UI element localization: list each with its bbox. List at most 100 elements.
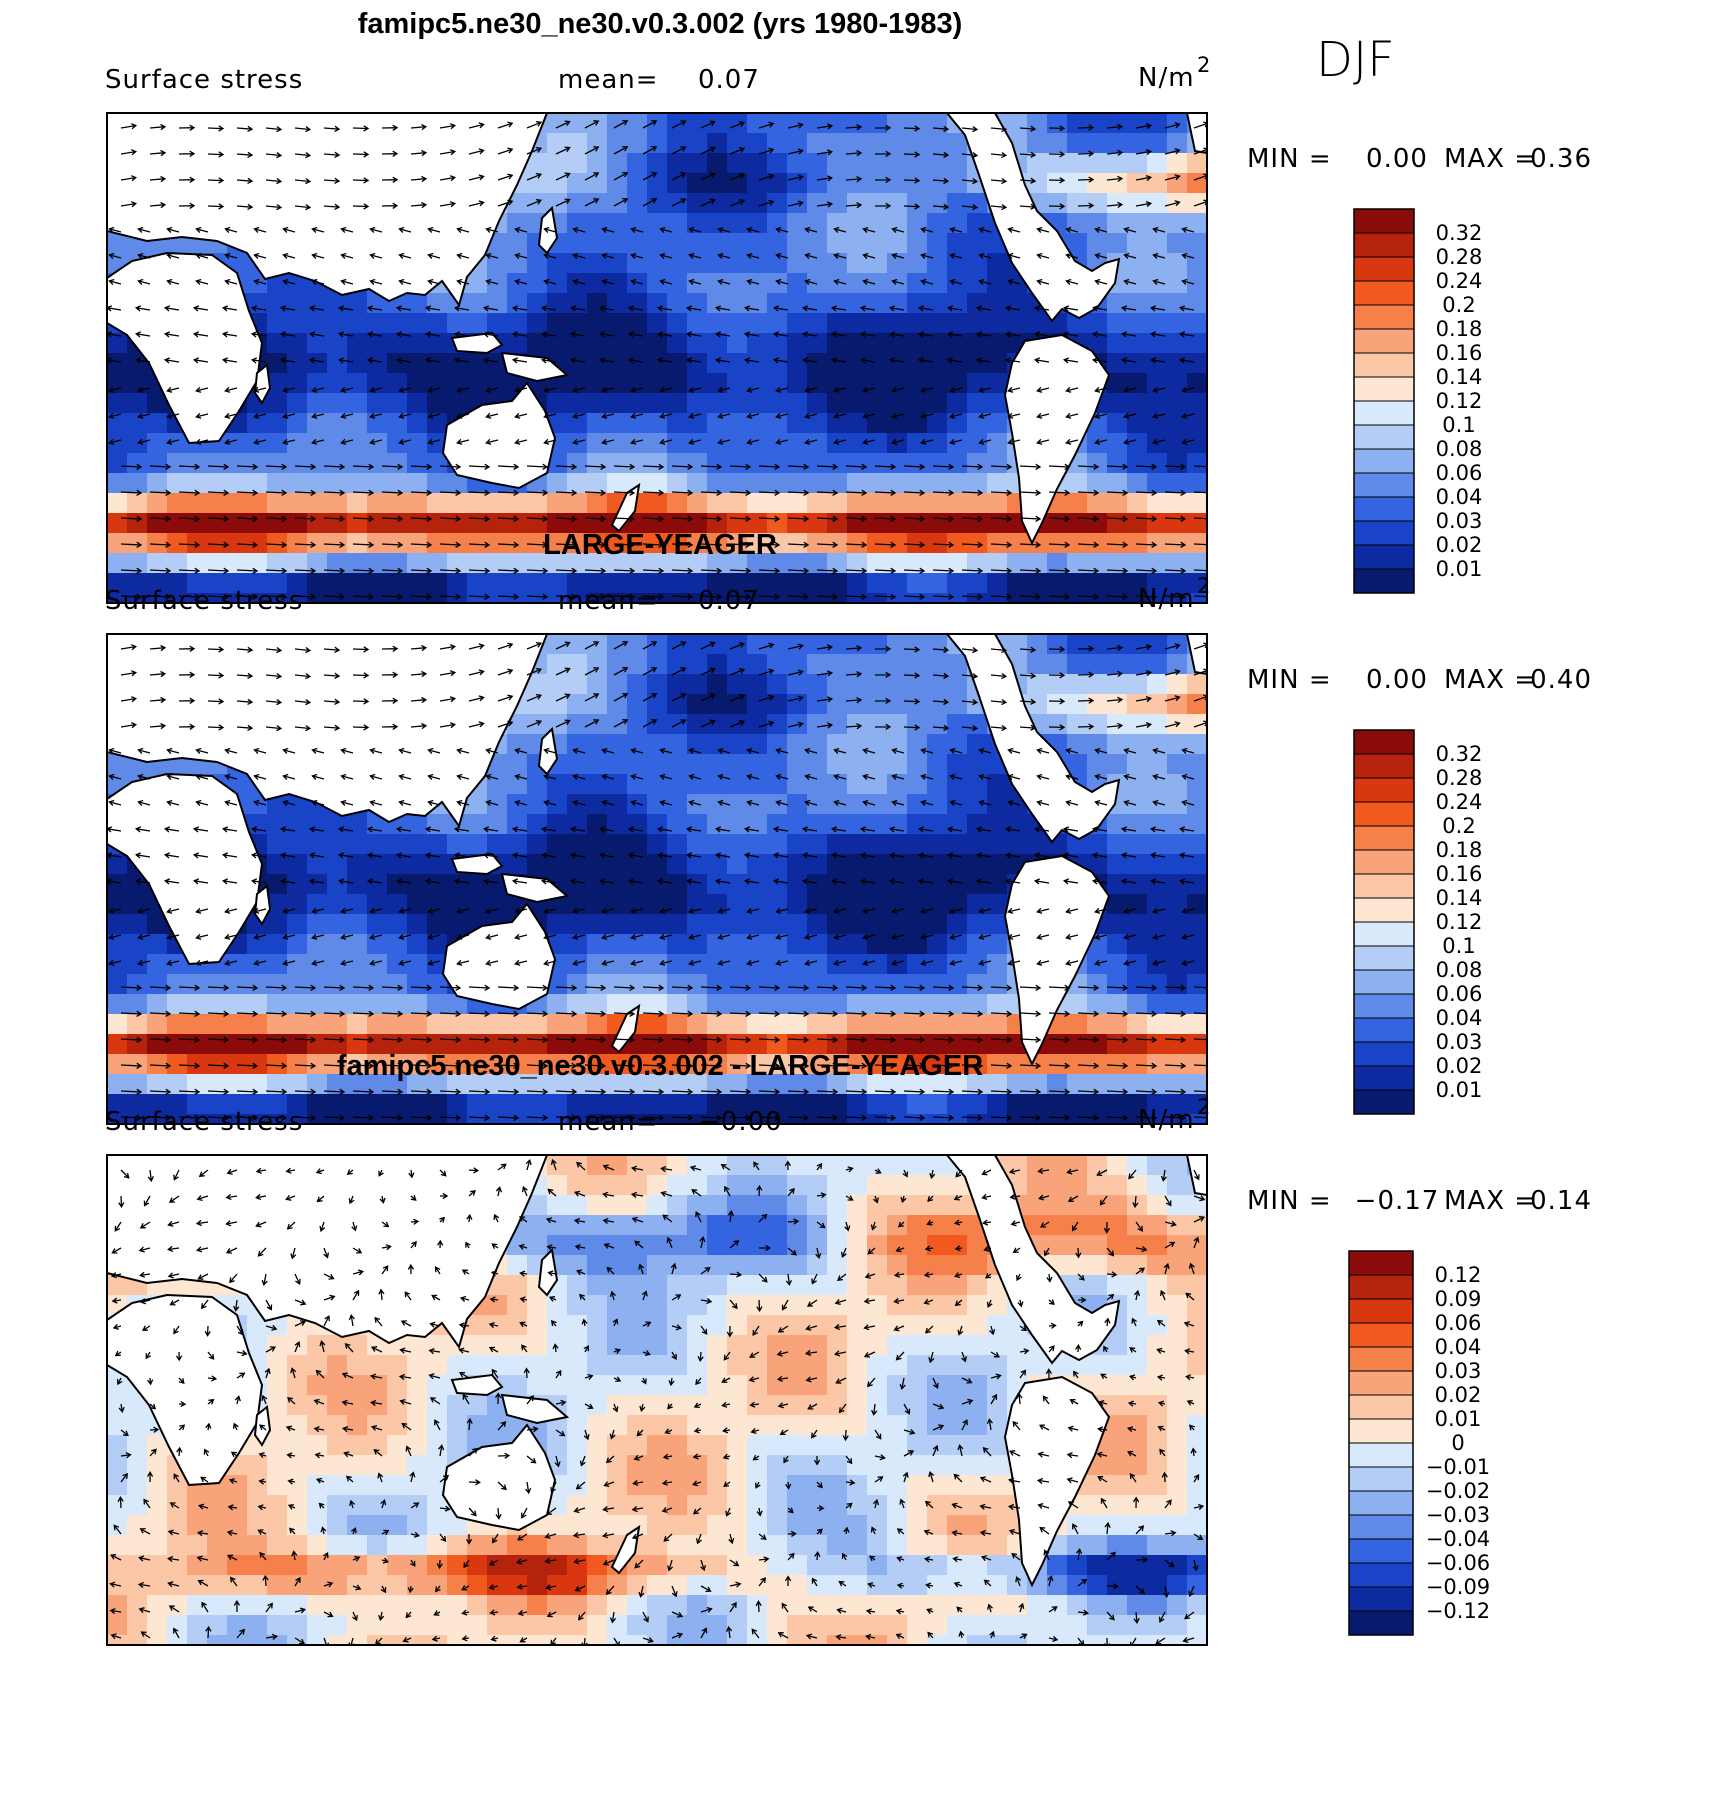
- field-cell: [1127, 634, 1148, 655]
- vector-arrow: [1004, 852, 1021, 859]
- vector-arrow: [134, 826, 151, 833]
- vector-arrow: [195, 747, 209, 754]
- field-cell: [267, 954, 288, 975]
- field-cell: [1107, 113, 1128, 134]
- vector-arrow: [630, 412, 644, 419]
- field-cell: [847, 674, 868, 695]
- field-cell: [627, 1335, 648, 1356]
- field-cell: [547, 914, 568, 935]
- vector-arrow: [601, 278, 615, 285]
- field-cell: [327, 433, 348, 454]
- field-cell: [707, 1335, 728, 1356]
- vector-arrow: [352, 984, 375, 991]
- vector-arrow: [903, 672, 921, 679]
- field-cell: [1027, 153, 1048, 174]
- vector-arrow: [630, 747, 644, 754]
- field-cell: [847, 1054, 868, 1075]
- colorbar-tick-label: 0.32: [1436, 221, 1483, 245]
- vector-arrow: [816, 149, 834, 156]
- field-cell: [747, 774, 768, 795]
- vector-arrow: [410, 696, 428, 704]
- field-cell: [907, 1155, 928, 1176]
- field-cell: [547, 634, 568, 655]
- field-cell: [1147, 754, 1168, 775]
- vector-arrow: [236, 672, 254, 679]
- vector-arrow: [627, 357, 644, 364]
- vector-arrow: [772, 357, 789, 364]
- field-cell: [1087, 153, 1108, 174]
- field-cell: [527, 593, 548, 603]
- field-cell: [727, 133, 748, 154]
- field-cell: [547, 674, 568, 695]
- field-cell: [567, 1335, 588, 1356]
- field-cell: [547, 173, 568, 194]
- field-cell: [767, 333, 788, 354]
- field-cell: [1107, 954, 1128, 975]
- vector-arrow: [874, 1010, 897, 1017]
- field-cell: [607, 213, 628, 234]
- field-cell: [947, 533, 968, 554]
- vector-arrow: [975, 331, 992, 338]
- field-cell: [1167, 1295, 1188, 1316]
- vector-arrow: [192, 357, 209, 364]
- field-cell: [947, 593, 968, 603]
- vector-arrow: [340, 907, 354, 914]
- vector-arrow: [1048, 1114, 1071, 1121]
- field-cell: [1107, 393, 1128, 414]
- field-cell: [967, 493, 988, 514]
- field-cell: [227, 954, 248, 975]
- field-cell: [767, 1375, 788, 1396]
- vector-arrow: [1094, 438, 1108, 445]
- field-cell: [847, 1275, 868, 1296]
- field-cell: [287, 1114, 308, 1124]
- field-cell: [727, 353, 748, 374]
- vector-arrow: [1106, 722, 1124, 730]
- field-cell: [907, 974, 928, 995]
- field-cell: [587, 273, 608, 294]
- field-cell: [707, 1195, 728, 1216]
- field-cell: [667, 854, 688, 875]
- field-cell: [1087, 113, 1108, 134]
- vector-arrow: [526, 541, 549, 548]
- vector-arrow: [134, 852, 151, 859]
- vector-arrow: [978, 933, 992, 940]
- field-cell: [907, 714, 928, 735]
- field-cell: [427, 994, 448, 1015]
- field-cell: [1147, 573, 1168, 594]
- vector-arrow: [714, 878, 731, 885]
- vector-arrow: [990, 151, 1008, 159]
- field-cell: [927, 1215, 948, 1236]
- field-cell: [747, 493, 768, 514]
- vector-arrow: [746, 278, 760, 285]
- vector-arrow: [294, 567, 317, 574]
- field-cell: [607, 1235, 628, 1256]
- vector-arrow: [671, 567, 694, 574]
- field-cell: [567, 1355, 588, 1376]
- field-cell: [547, 994, 568, 1015]
- vector-arrow: [613, 119, 629, 129]
- field-cell: [1027, 313, 1048, 334]
- field-cell: [807, 1255, 828, 1276]
- field-cell: [207, 553, 228, 574]
- field-cell: [847, 453, 868, 474]
- field-cell: [307, 1114, 328, 1124]
- field-cell: [847, 353, 868, 374]
- field-cell: [1127, 1074, 1148, 1095]
- field-cell: [847, 273, 868, 294]
- vector-arrow: [1152, 747, 1166, 754]
- field-cell: [927, 754, 948, 775]
- vector-arrow: [410, 1010, 433, 1017]
- vector-arrow: [920, 412, 934, 419]
- field-cell: [407, 393, 428, 414]
- field-cell: [1107, 1074, 1128, 1095]
- vector-arrow: [746, 252, 760, 259]
- vector-arrow: [746, 226, 760, 233]
- vector-arrow: [427, 959, 441, 966]
- field-cell: [907, 213, 928, 234]
- field-cell: [887, 854, 908, 875]
- field-cell: [1107, 894, 1128, 915]
- field-cell: [1107, 413, 1128, 434]
- vector-arrow: [526, 693, 543, 702]
- field-cell: [687, 193, 708, 214]
- field-cell: [347, 874, 368, 895]
